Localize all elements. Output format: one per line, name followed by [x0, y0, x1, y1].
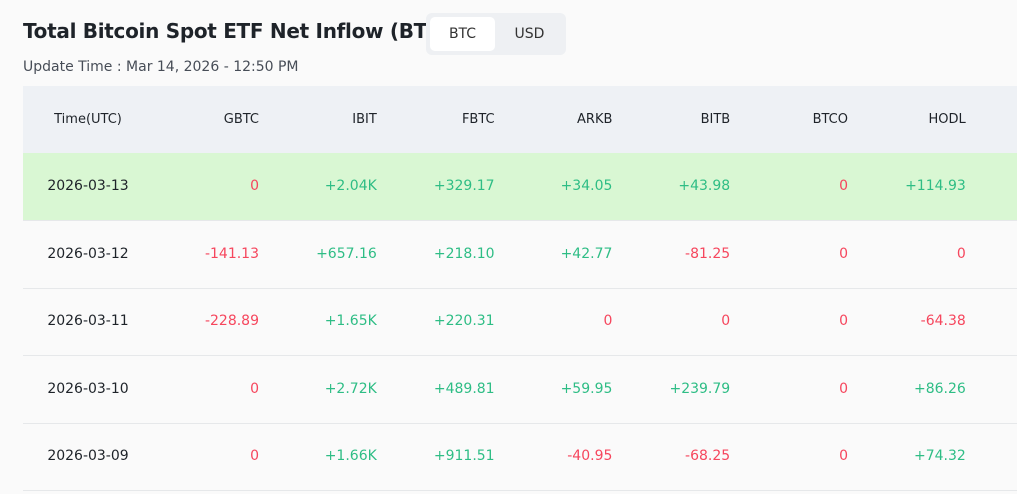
flow-cell: +86.26 [913, 380, 966, 397]
flow-cell: +2.04K [324, 178, 377, 194]
tab-usd[interactable]: USD [514, 26, 545, 42]
column-header: Time(UTC) [54, 112, 122, 127]
flow-cell: -40.95 [567, 448, 613, 465]
flow-cell: -68.25 [685, 448, 731, 465]
flow-cell: 0 [250, 178, 259, 194]
flow-cell: +218.10 [433, 245, 495, 262]
table-row: 2026-03-13 0 +2.04K +329.17 +34.05 +43.98 0 +11… [23, 153, 1017, 221]
flow-cell: 0 [839, 380, 848, 397]
flow-cell: +1.66K [324, 448, 377, 465]
column-header: IBIT [352, 112, 377, 127]
flow-cell: -81.25 [685, 245, 731, 262]
table-row: 2026-03-09 0 +1.66K +911.51 -40.95 -68.25 0 +74… [23, 423, 1017, 492]
flow-cell: 0 [250, 448, 259, 465]
page-title: Total Bitcoin Spot ETF Net Inflow (BTC) [23, 19, 451, 43]
table-row: 2026-03-10 0 +2.72K +489.81 +59.95 +239.79 0 +8… [23, 356, 1017, 424]
date-cell: 2026-03-11 [47, 313, 129, 330]
flow-cell: +74.32 [913, 448, 966, 465]
flow-cell: 0 [603, 313, 613, 330]
column-header: FBTC [461, 112, 495, 127]
flow-cell: +911.51 [433, 448, 495, 465]
flow-cell: +489.81 [433, 380, 495, 397]
header-row: Time(UTC) GBTC IBIT FBTC ARKB BITB BTCO HODL [23, 86, 1017, 153]
flow-cell: +114.93 [905, 178, 966, 194]
flow-cell: +2.72K [324, 380, 377, 397]
flow-cell: 0 [839, 178, 848, 194]
flow-cell: -141.13 [204, 245, 259, 262]
column-header: ARKB [577, 112, 613, 127]
flow-cell: +239.79 [669, 380, 731, 397]
unit-toggle: BTC USD [426, 13, 566, 55]
flow-cell: 0 [721, 313, 731, 330]
update-time: Update Time : Mar 14, 2026 - 12:50 PM [23, 59, 299, 75]
column-header: BITB [700, 112, 731, 127]
flow-cell: -228.89 [204, 313, 259, 330]
flow-cell: +220.31 [433, 313, 495, 330]
column-header: GBTC [223, 112, 259, 127]
table-row: 2026-03-11 -228.89 +1.65K +220.31 0 0 0 -64.38 [23, 288, 1017, 357]
date-cell: 2026-03-13 [47, 178, 129, 194]
flow-cell: +657.16 [316, 245, 377, 262]
flow-cell: +1.65K [324, 313, 377, 330]
flow-cell: -64.38 [920, 313, 966, 330]
flow-cell: +59.95 [560, 380, 613, 397]
date-cell: 2026-03-09 [47, 448, 129, 465]
column-header: BTCO [812, 112, 848, 127]
flow-table: Time(UTC) GBTC IBIT FBTC ARKB BITB BTCO HODL 202… [23, 86, 1017, 494]
flow-cell: 0 [250, 380, 259, 397]
date-cell: 2026-03-12 [47, 245, 129, 262]
flow-cell: +42.77 [560, 245, 613, 262]
flow-cell: 0 [839, 313, 848, 330]
tab-btc[interactable]: BTC [430, 17, 495, 51]
flow-cell: 0 [839, 448, 848, 465]
flow-cell: +34.05 [560, 178, 613, 194]
flow-cell: +329.17 [433, 178, 495, 194]
date-cell: 2026-03-10 [47, 380, 129, 397]
flow-cell: +43.98 [678, 178, 731, 194]
column-header: HODL [928, 112, 966, 127]
table-row: 2026-03-12 -141.13 +657.16 +218.10 +42.77 -81… [23, 221, 1017, 289]
flow-cell: 0 [839, 245, 848, 262]
flow-cell: 0 [956, 245, 966, 262]
